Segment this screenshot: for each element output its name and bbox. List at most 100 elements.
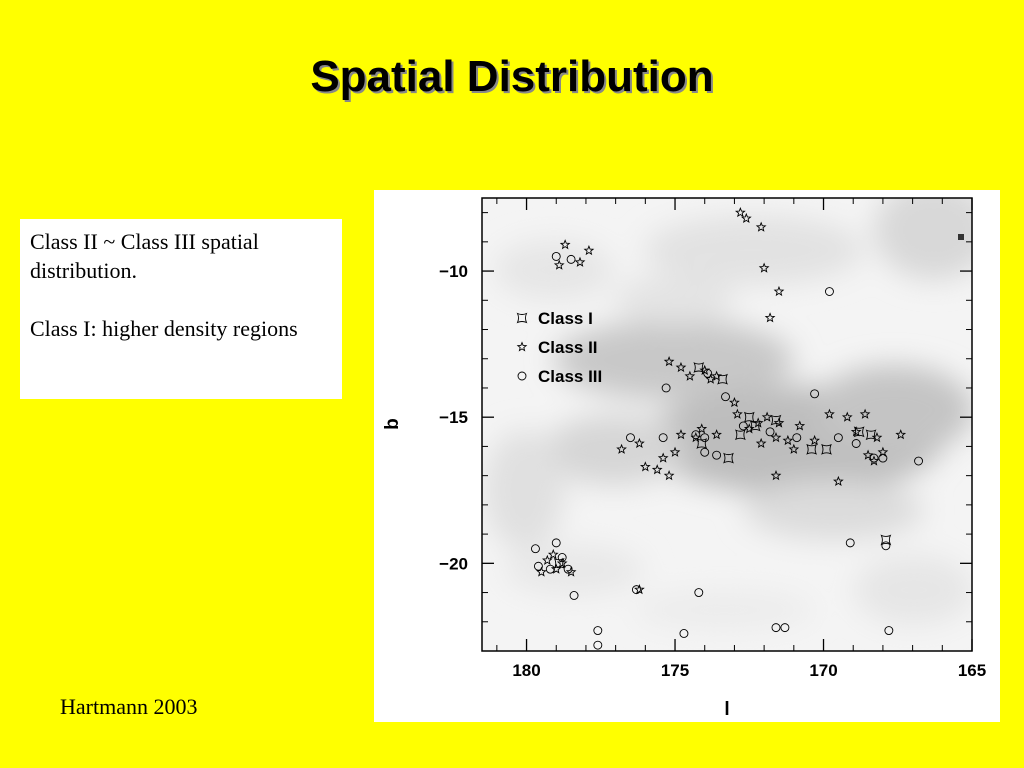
legend-marker <box>517 371 527 381</box>
legend-marker <box>516 312 528 324</box>
data-point <box>743 423 755 434</box>
x-axis-label: l <box>724 699 729 720</box>
data-point <box>533 561 543 571</box>
data-point <box>634 583 645 595</box>
data-point <box>553 259 565 270</box>
data-point <box>593 626 603 635</box>
data-point <box>859 408 871 419</box>
data-point <box>738 421 748 431</box>
data-point <box>770 414 782 426</box>
x-tick-label: 175 <box>661 661 689 680</box>
data-point <box>865 429 877 441</box>
data-point <box>821 443 832 455</box>
data-point <box>771 623 781 633</box>
data-point <box>696 438 708 449</box>
data-point <box>862 449 874 460</box>
x-tick-label: 180 <box>512 661 540 680</box>
data-point <box>869 453 879 463</box>
data-point <box>850 426 862 437</box>
data-point <box>711 370 722 381</box>
description-line-2: Class I: higher density regions <box>30 316 298 341</box>
data-point <box>880 534 892 546</box>
series-star <box>536 206 907 595</box>
y-tick-label: −15 <box>439 408 468 427</box>
data-point <box>711 429 722 440</box>
data-point <box>669 446 681 457</box>
data-point <box>583 244 595 256</box>
data-point <box>559 239 571 250</box>
data-point <box>675 361 687 373</box>
data-point <box>693 362 705 373</box>
data-point <box>884 626 894 635</box>
data-point <box>531 544 540 554</box>
chart-figure: 180 175 170 165 −10 −15 −20 l b Class I Class I… <box>374 190 1000 722</box>
legend-label: Class I <box>538 309 593 328</box>
data-point <box>732 408 743 419</box>
plot-frame <box>481 197 973 652</box>
data-point <box>868 455 880 466</box>
data-point <box>740 212 752 224</box>
data-point <box>773 417 785 428</box>
data-point <box>566 254 576 264</box>
slide-title: Spatial Distribution <box>310 52 714 101</box>
data-point <box>824 408 835 419</box>
data-point <box>841 411 853 422</box>
data-point <box>675 429 687 440</box>
data-point <box>565 566 577 577</box>
data-point <box>551 538 561 548</box>
data-point <box>825 287 834 296</box>
legend-label: Class III <box>538 367 602 386</box>
data-point <box>690 432 702 443</box>
x-tick-label: 170 <box>809 661 837 680</box>
data-point <box>691 430 701 440</box>
data-point <box>661 383 671 393</box>
data-point <box>794 420 806 431</box>
data-point <box>833 475 844 487</box>
data-point <box>694 588 704 597</box>
data-point <box>569 591 579 600</box>
data-point <box>788 443 800 454</box>
data-point <box>703 368 713 378</box>
data-point <box>696 423 708 434</box>
data-point <box>729 396 740 408</box>
data-point <box>895 429 907 440</box>
data-point <box>752 417 764 428</box>
data-point <box>758 262 770 273</box>
legend-label: Class II <box>538 338 598 357</box>
data-point <box>755 221 767 232</box>
data-point <box>734 429 746 441</box>
data-point <box>881 541 891 551</box>
data-point <box>541 554 553 565</box>
data-point <box>723 452 734 464</box>
data-point <box>734 206 746 218</box>
data-point <box>851 439 861 448</box>
data-point <box>574 256 586 267</box>
data-point <box>616 443 627 454</box>
data-point <box>871 432 883 443</box>
data-point <box>651 464 663 475</box>
data-point <box>553 557 565 569</box>
data-point <box>806 443 818 455</box>
data-point <box>717 373 728 385</box>
data-point <box>809 434 820 446</box>
data-point <box>755 437 767 449</box>
data-point <box>700 447 710 457</box>
data-point <box>556 557 568 568</box>
data-point <box>712 450 722 460</box>
data-point <box>764 312 776 323</box>
data-point <box>631 585 641 595</box>
data-point <box>634 437 645 449</box>
data-point <box>545 564 555 574</box>
data-point <box>780 623 790 633</box>
data-point <box>563 564 573 574</box>
data-point <box>658 433 668 443</box>
data-point <box>773 285 785 297</box>
data-point <box>792 433 802 443</box>
description-box: Class II ~ Class III spatial distributio… <box>20 219 342 399</box>
data-point <box>626 433 635 443</box>
data-point <box>765 427 775 437</box>
data-point <box>663 470 675 481</box>
data-point <box>557 553 567 562</box>
legend: Class I Class II Class III <box>516 309 602 386</box>
